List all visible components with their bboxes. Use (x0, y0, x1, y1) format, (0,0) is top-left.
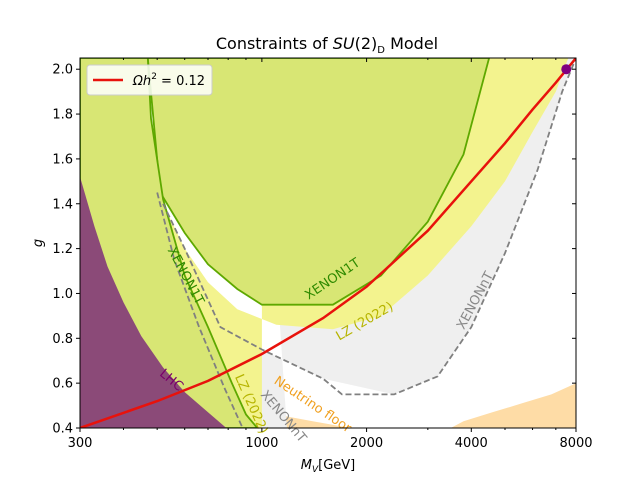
legend: Ωh2 = 0.12 (86, 64, 213, 96)
xenonnt-high-mass-limit (162, 58, 576, 396)
y-tick-label: 2.0 (52, 63, 73, 78)
lhc-region (80, 176, 227, 428)
y-tick-label: 0.6 (52, 377, 73, 392)
relic-abundance-line (80, 58, 576, 428)
y-tick-label: 1.8 (52, 108, 73, 123)
y-axis-label: g (31, 239, 46, 247)
y-tick-label: 1.6 (52, 152, 73, 167)
legend-entry-relic: Ωh2 = 0.12 (132, 72, 205, 89)
neutrino-floor-region-right (450, 383, 576, 428)
legend-box (86, 64, 213, 96)
exclusion-regions (80, 58, 576, 428)
x-axis-label: MV[GeV] (301, 458, 356, 475)
y-tick-label: 0.8 (52, 332, 73, 347)
x-tick-label: 4000 (455, 436, 488, 451)
y-tick-label: 1.2 (52, 242, 73, 257)
series-layer (80, 58, 576, 428)
y-tick-label: 0.4 (52, 422, 73, 437)
x-tick-label: 1000 (245, 436, 278, 451)
chart-title: Constraints of SU(2)D Model (216, 34, 438, 56)
xenon1t-upper-region (146, 58, 491, 306)
axes: 300 1000 2000 4000 8000 0.4 0.6 0.8 1.0 1.2 1.4 1.6… (52, 58, 593, 451)
xenonnt-low-mass-limit (156, 192, 244, 428)
y-tick-label: 1.4 (52, 197, 73, 212)
x-tick-label: 300 (68, 436, 93, 451)
y-tick-label: 1.0 (52, 287, 73, 302)
plot-frame (79, 57, 577, 429)
x-tick-label: 8000 (559, 436, 592, 451)
benchmark-marker (561, 64, 572, 75)
x-tick-label: 2000 (350, 436, 383, 451)
